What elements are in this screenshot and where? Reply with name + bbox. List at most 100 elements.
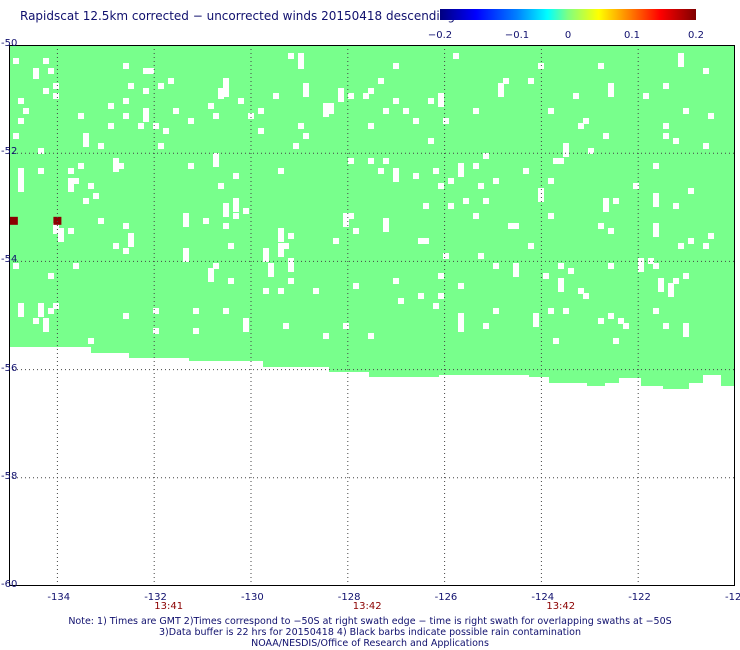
gap-cell [188,118,194,124]
gap-cell [423,203,429,209]
gap-cell [323,333,329,339]
x-tick-label: -122 [628,592,651,603]
gap-cell [568,268,574,274]
colorbar-label: 0.1 [624,30,640,41]
gap-cell [418,238,424,244]
swath-time-label: 13:42 [352,601,382,612]
gap-cell [483,323,489,329]
gap-cell [263,248,269,262]
colorbar-label: −0.1 [504,30,530,41]
gap-cell [293,143,299,149]
gap-cell [443,253,449,259]
gap-cell [638,258,644,272]
gap-cell [58,228,64,242]
gap-cell [348,158,354,164]
gap-cell [258,108,264,114]
gap-cell [68,228,74,234]
gap-cell [13,58,19,64]
gap-cell [708,113,714,119]
note-line-2: 3)Data buffer is 22 hrs for 20150418 4) … [159,627,581,638]
gap-cell [383,108,389,114]
gap-cell [223,203,229,217]
gap-cell [458,313,464,327]
gap-cell [108,123,114,129]
gap-cell [128,233,134,247]
gap-cell [53,228,59,234]
chart-title: Rapidscat 12.5km corrected − uncorrected… [20,9,455,23]
gap-cell [673,203,679,209]
gap-cell [193,328,199,334]
gap-cell [303,133,309,139]
gap-cell [53,303,59,309]
gap-cell [558,278,564,292]
gap-cell [18,168,24,182]
gap-cell [508,223,514,229]
gap-cell [208,268,214,282]
gap-cell [608,228,614,234]
gap-cell [423,238,429,244]
gap-cell [148,68,154,74]
gap-cell [683,323,689,337]
gap-cell [673,138,679,144]
gap-cell [83,198,89,204]
gap-cell [208,103,214,109]
gap-cell [48,68,54,74]
gap-cell [288,258,294,272]
gap-cell [493,263,499,269]
gap-cell [338,88,344,102]
gap-cell [193,308,199,314]
gap-cell [68,168,74,174]
gap-cell [243,208,249,214]
gap-cell [438,273,444,279]
gap-cell [343,213,349,227]
gap-cell [333,238,339,244]
gap-cell [653,193,659,207]
gap-cell [73,178,79,184]
gap-cell [213,153,219,167]
swath-time-label: 13:41 [154,601,184,612]
gap-cell [463,198,469,204]
gap-cell [288,233,294,239]
gap-cell [393,168,399,182]
gap-cell [353,283,359,289]
gap-cell [163,128,169,134]
gap-cell [473,108,479,114]
gap-cell [128,83,134,89]
gap-cell [383,218,389,232]
gap-cell [548,213,554,219]
gap-cell [648,258,654,264]
gap-cell [228,278,234,284]
gap-cell [703,243,709,249]
gap-cell [528,78,534,84]
gap-cell [393,63,399,69]
y-tick-label: -56 [1,362,18,374]
y-tick-label: -54 [1,254,18,266]
gap-cell [383,158,389,164]
gap-cell [38,148,44,154]
gap-cell [88,338,94,344]
gap-cell [448,203,454,209]
gap-cell [513,263,519,277]
gap-cell [368,158,374,164]
gap-cell [523,168,529,174]
gap-cell [278,243,284,257]
gap-cell [563,143,569,157]
gap-cell [603,133,609,139]
gap-cell [323,103,329,117]
gap-cell [123,63,129,69]
gap-cell [53,223,59,229]
gap-cell [708,233,714,239]
map-plot [9,45,735,586]
gap-cell [23,108,29,114]
flagged-cell [9,216,18,225]
colorbar-gradient [440,9,696,20]
gap-cell [343,323,349,329]
gap-cell [678,243,684,249]
gap-cell [68,178,74,192]
gap-cell [173,108,179,114]
gap-cell [203,218,209,224]
gap-cell [223,78,229,84]
gap-cell [283,323,289,329]
gap-cell [303,83,309,97]
gap-cell [238,98,244,104]
